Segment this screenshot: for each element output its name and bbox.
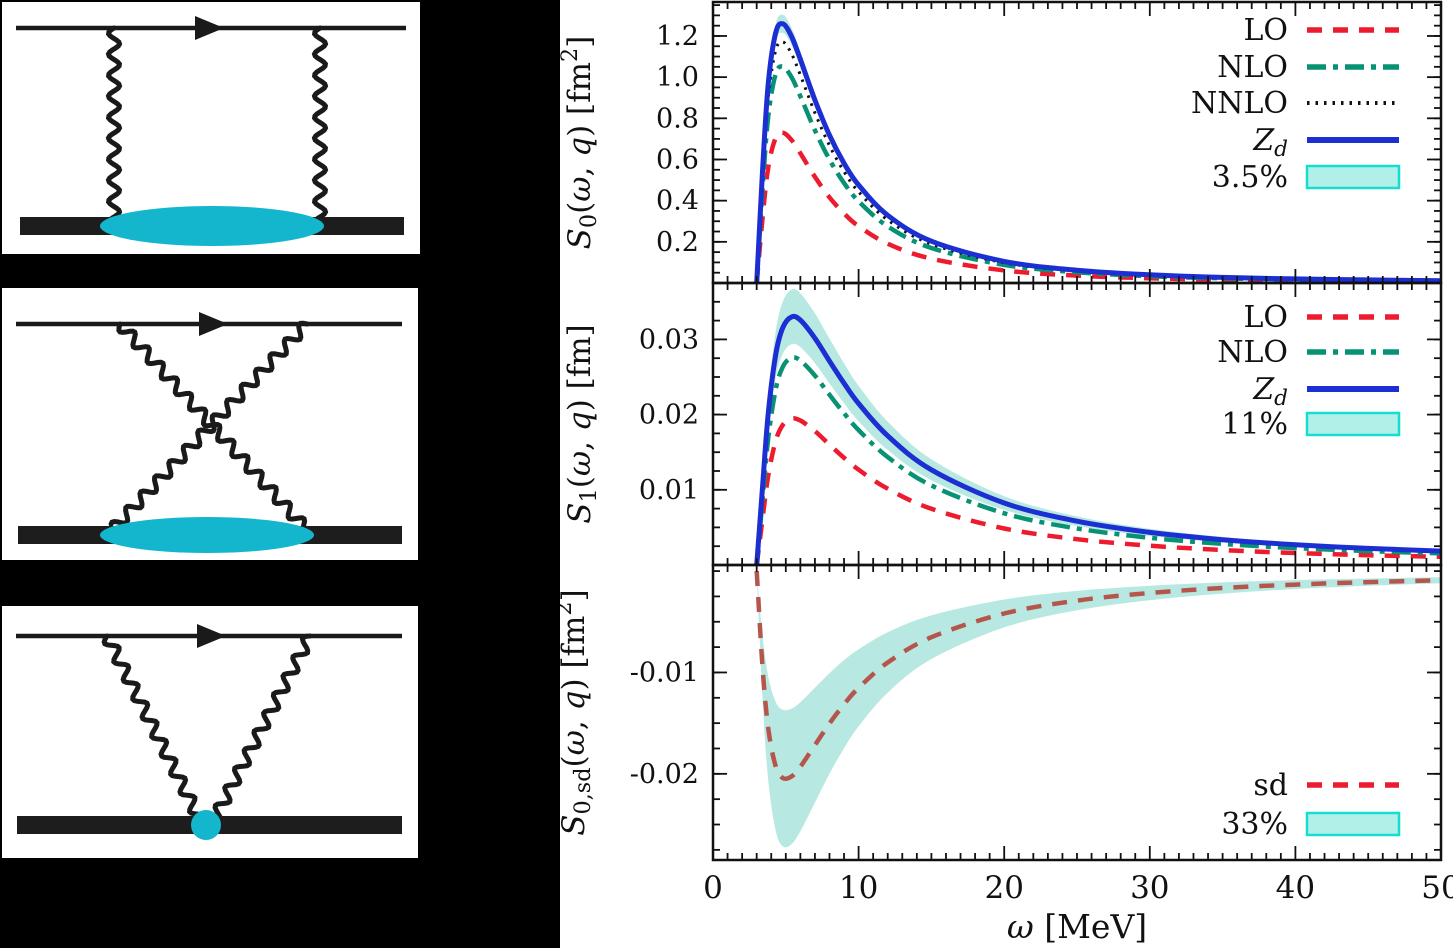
y-axis-title: S1(ω, q) [fm]: [562, 324, 602, 523]
uncertainty-band: [756, 571, 1441, 848]
diagram-panel-box: [2, 2, 420, 254]
curve-zd: [754, 21, 1441, 283]
legend-label: LO: [1243, 13, 1288, 48]
curve-nnlo: [755, 40, 1441, 283]
legend-label: Zd: [1252, 372, 1288, 411]
legend-swatch-band: [1305, 811, 1401, 837]
y-tick-label: -0.01: [630, 657, 699, 688]
photon-wavy-line: [311, 25, 329, 227]
diagram-panel-seagull: [2, 606, 418, 858]
y-tick-label: 0.8: [656, 103, 699, 134]
feynman-diagram-seagull: [16, 624, 402, 840]
x-axis-title: ω [MeV]: [1007, 907, 1147, 946]
y-axis-title: S0,sd(ω, q) [fm2]: [560, 589, 596, 835]
lepton-arrow-icon: [199, 312, 228, 336]
y-tick-label: 0.03: [639, 324, 699, 355]
x-tick-label: 20: [984, 870, 1023, 906]
x-tick-label: 40: [1276, 870, 1315, 906]
photon-wavy-line: [101, 633, 207, 820]
lepton-arrow-icon: [197, 624, 226, 648]
legend-label: 33%: [1221, 807, 1288, 842]
response-function-plots: 0.20.40.60.81.01.2S0(ω, q) [fm2]LONLONNL…: [560, 0, 1453, 946]
curve-lo: [754, 416, 1441, 565]
x-tick-label: 50: [1421, 870, 1453, 906]
y-tick-label: 1.2: [656, 21, 699, 52]
curve-nlo: [754, 64, 1441, 283]
plot-panel-0: 0.2 0.4 0.6 0.8 1.0 1.2 S0(ω, q) [fm2] LONLONNL…: [560, 0, 1443, 285]
y-tick-label: 0.6: [656, 144, 699, 175]
curve-sd: [754, 570, 1441, 782]
photon-wavy-line: [212, 633, 313, 824]
legend-label: 3.5%: [1212, 160, 1288, 195]
uncertainty-band: [756, 14, 1441, 283]
y-axis-title: S0(ω, q) [fm2]: [560, 36, 602, 250]
x-tick-label: 0: [703, 870, 723, 906]
legend-swatch-band: [1305, 411, 1401, 437]
ticks: [713, 2, 1441, 283]
legend-label: NLO: [1217, 335, 1288, 370]
legend-swatch-band: [1305, 164, 1401, 190]
feynman-diagram-crossed: [16, 312, 402, 553]
curve-nlo: [754, 355, 1441, 565]
lepton-arrow-icon: [195, 16, 224, 40]
feynman-diagrams-column: [0, 0, 560, 948]
ticks: [713, 565, 1441, 860]
curve-zd: [754, 313, 1441, 565]
y-tick-label: 0.4: [656, 186, 699, 217]
y-tick-label: 1.0: [656, 62, 699, 93]
y-tick-label: -0.02: [630, 759, 699, 790]
x-tick-label: 30: [1130, 870, 1169, 906]
legend-label: sd: [1253, 768, 1288, 803]
feynman-diagram-box: [16, 16, 406, 246]
photon-wavy-line: [108, 320, 310, 527]
nuclear-blob: [100, 517, 314, 553]
y-tick-label: 0.01: [639, 475, 699, 506]
y-tick-label: 0.2: [656, 227, 699, 258]
nuclear-blob: [100, 206, 324, 246]
plot-panel-2: -0.01 -0.02 S0,sd(ω, q) [fm2] sd 33% 0 10 20 30 4…: [560, 563, 1453, 946]
diagram-panel-crossed: [2, 288, 418, 560]
x-tick-label: 10: [839, 870, 878, 906]
contact-vertex-dot: [191, 810, 221, 840]
curve-lo: [754, 130, 1441, 283]
y-tick-label: 0.02: [639, 400, 699, 431]
legend-label: NNLO: [1191, 86, 1288, 121]
photon-wavy-line: [105, 25, 123, 227]
legend-label: NLO: [1217, 50, 1288, 85]
legend-label: LO: [1243, 300, 1288, 335]
legend: sd 33%: [1221, 768, 1401, 842]
legend-label: Zd: [1252, 123, 1288, 162]
legend-label: 11%: [1221, 407, 1288, 442]
